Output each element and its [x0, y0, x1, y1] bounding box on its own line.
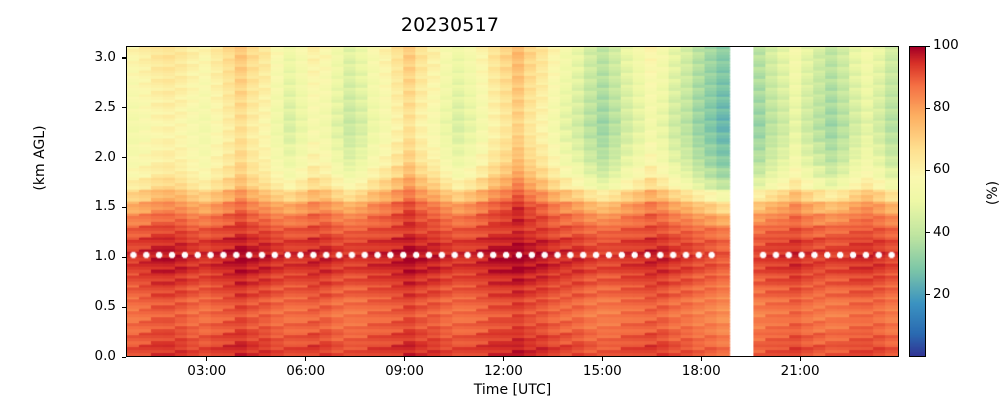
- x-tick-label: 12:00: [483, 363, 523, 379]
- colorbar-tick-mark: [926, 294, 930, 296]
- colorbar-tick-label: 40: [933, 223, 951, 240]
- x-tick-mark: [404, 357, 406, 361]
- y-axis-label: (km AGL): [32, 125, 48, 191]
- y-tick-mark: [122, 57, 126, 59]
- y-tick-label: 1.5: [94, 198, 116, 215]
- y-tick-mark: [122, 356, 126, 358]
- y-tick-label: 3.0: [94, 48, 116, 65]
- page-title: 20230517: [400, 14, 500, 36]
- colorbar-tick-mark: [926, 107, 930, 109]
- colorbar-tick-mark: [926, 169, 930, 171]
- y-tick-label: 1.0: [94, 248, 116, 265]
- x-tick-label: 18:00: [681, 363, 721, 379]
- colorbar-tick-mark: [926, 45, 930, 47]
- colorbar-tick-label: 100: [933, 37, 959, 53]
- x-tick-mark: [502, 357, 505, 361]
- x-axis-label: Time [UTC]: [473, 382, 552, 398]
- y-tick-mark: [122, 157, 126, 159]
- x-tick-mark: [305, 357, 307, 361]
- x-tick-label: 09:00: [385, 363, 424, 379]
- x-tick-label: 21:00: [780, 363, 820, 379]
- heatmap-axes[interactable]: [126, 46, 899, 357]
- y-tick-label: 0.0: [94, 348, 116, 364]
- x-tick-mark: [601, 357, 603, 361]
- colorbar-gradient: [910, 47, 925, 356]
- y-tick-mark: [122, 206, 126, 209]
- colorbar-label: (%): [985, 180, 1000, 206]
- y-tick-label: 0.5: [94, 298, 116, 315]
- colorbar-tick-label: 60: [933, 161, 951, 178]
- x-tick-label: 06:00: [286, 363, 326, 379]
- colorbar: [909, 46, 926, 357]
- x-tick-label: 03:00: [187, 363, 227, 379]
- y-tick-mark: [122, 107, 126, 109]
- colorbar-tick-mark: [926, 232, 930, 234]
- x-tick-label: 15:00: [582, 363, 622, 379]
- colorbar-tick-label: 20: [933, 285, 951, 302]
- y-tick-mark: [122, 306, 126, 308]
- x-tick-mark: [206, 357, 208, 361]
- y-tick-label: 2.0: [94, 148, 116, 165]
- pbl-height-markers: [127, 47, 898, 356]
- y-tick-mark: [122, 256, 126, 258]
- y-tick-label: 2.5: [94, 98, 116, 115]
- x-tick-mark: [700, 357, 702, 361]
- x-tick-mark: [799, 357, 801, 361]
- colorbar-tick-label: 80: [933, 99, 951, 116]
